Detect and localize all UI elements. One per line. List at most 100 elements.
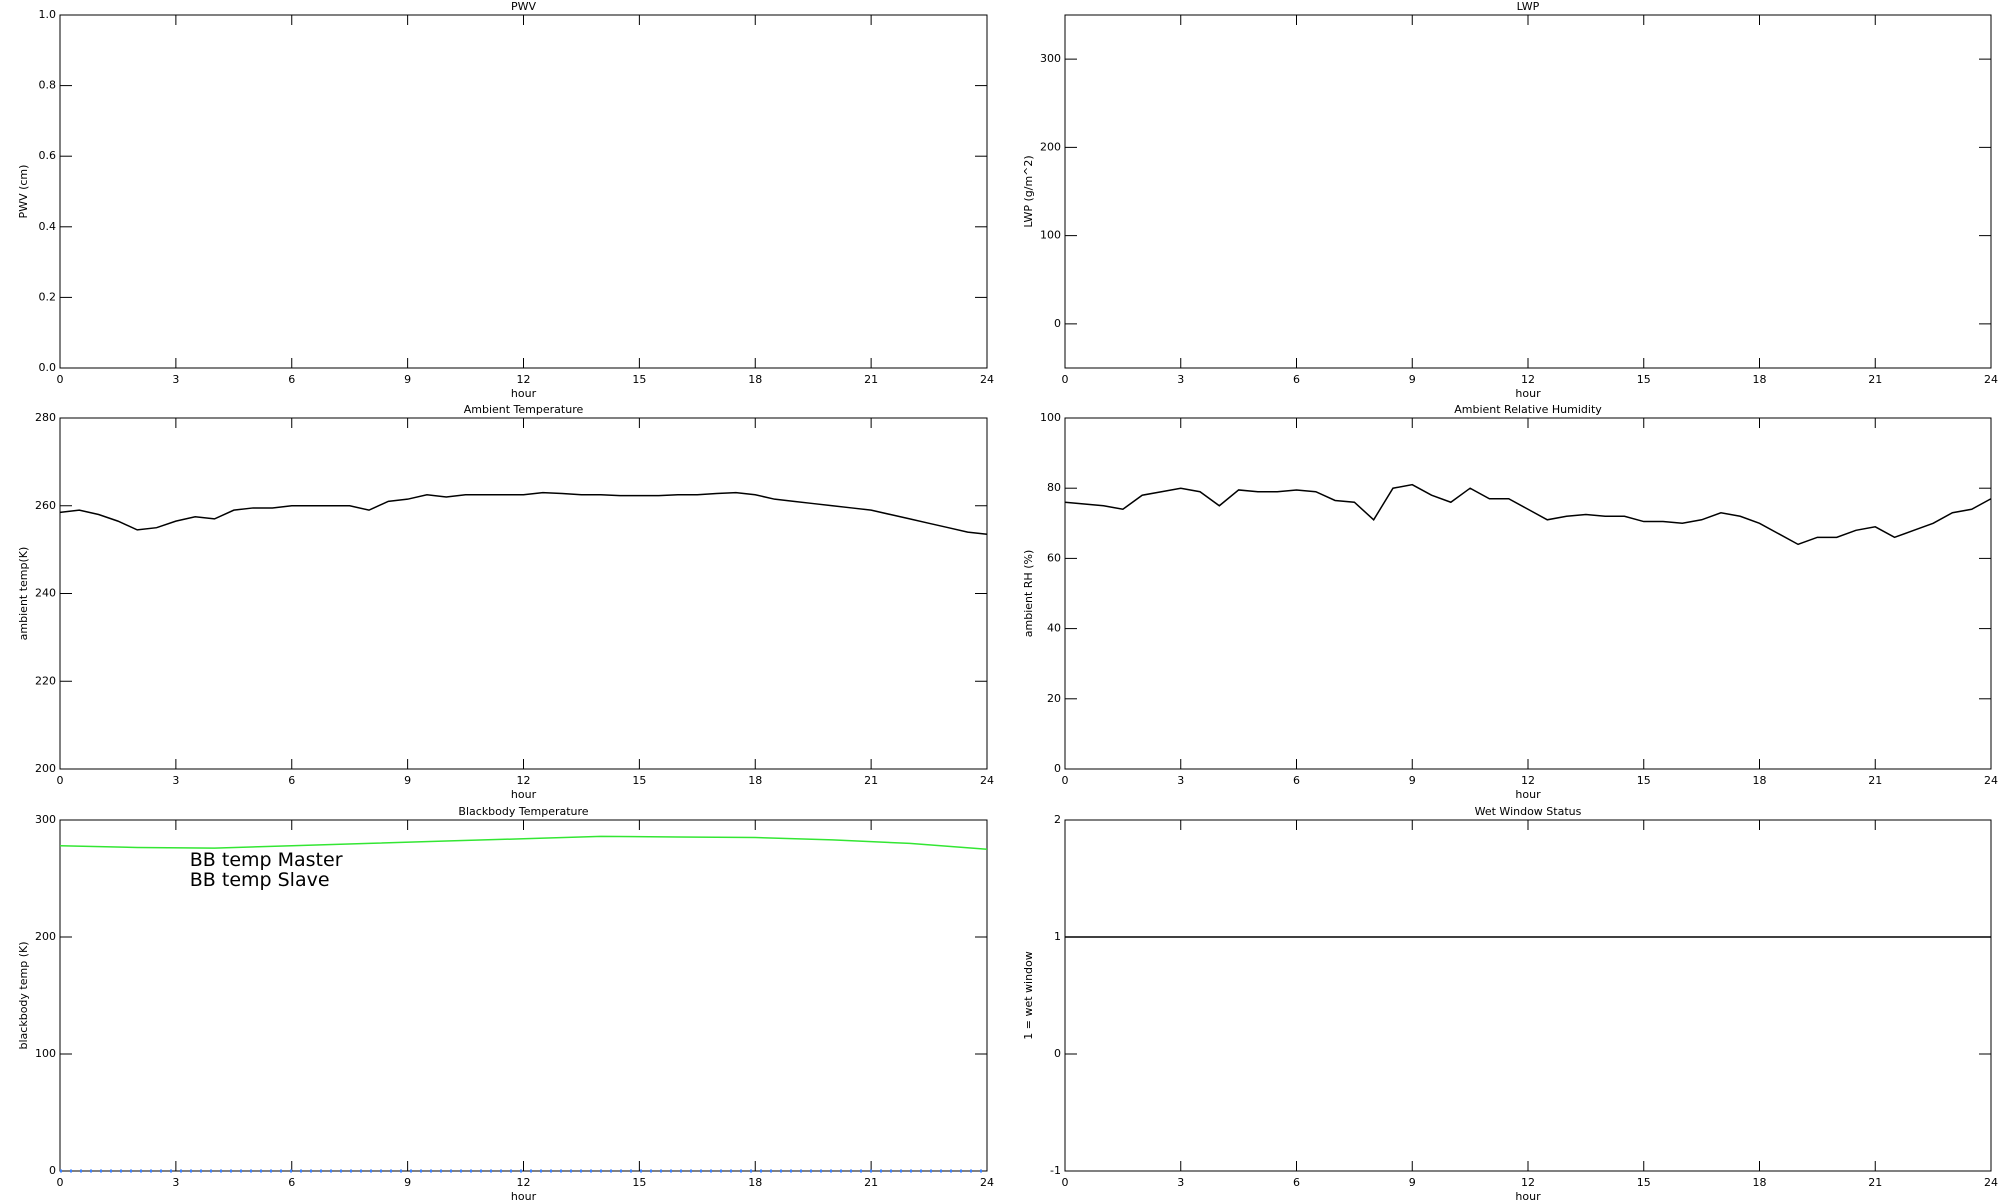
x-axis-label: hour — [511, 788, 537, 801]
x-tick-label: 24 — [1984, 373, 1998, 386]
y-tick-label: 0.2 — [39, 290, 57, 303]
x-tick-label: 15 — [1637, 774, 1651, 787]
y-tick-label: 20 — [1047, 692, 1061, 705]
x-tick-label: 0 — [57, 373, 64, 386]
x-tick-label: 18 — [748, 1176, 762, 1189]
x-tick-label: 24 — [1984, 1176, 1998, 1189]
x-tick-label: 6 — [288, 373, 295, 386]
x-tick-label: 21 — [864, 373, 878, 386]
y-axis-label: PWV (cm) — [17, 165, 30, 219]
plot-frame — [59, 417, 988, 770]
x-tick-label: 0 — [1062, 1176, 1069, 1189]
y-tick-label: 100 — [1040, 411, 1061, 424]
x-axis-label: hour — [1515, 1190, 1541, 1200]
plot-frame — [1064, 819, 1992, 1172]
x-tick-label: 24 — [980, 774, 994, 787]
x-tick-label: 12 — [517, 774, 531, 787]
x-tick-label: 18 — [1753, 774, 1767, 787]
data-line — [1064, 483, 1992, 546]
y-axis-label: 1 = wet window — [1022, 951, 1035, 1040]
chart-title: LWP — [1517, 0, 1540, 13]
x-tick-label: 3 — [172, 1176, 179, 1189]
y-tick-label: 0.4 — [39, 220, 57, 233]
y-tick-label: 0.8 — [39, 79, 57, 92]
y-tick-label: 300 — [1040, 52, 1061, 65]
x-tick-label: 18 — [1753, 1176, 1767, 1189]
y-tick-label: 0 — [1054, 317, 1061, 330]
x-tick-label: 12 — [517, 1176, 531, 1189]
y-tick-label: 100 — [1040, 229, 1061, 242]
x-tick-label: 6 — [1293, 774, 1300, 787]
x-tick-label: 15 — [1637, 1176, 1651, 1189]
y-tick-label: -1 — [1050, 1164, 1061, 1177]
y-tick-label: 2 — [1054, 813, 1061, 826]
x-tick-label: 15 — [632, 1176, 646, 1189]
chart-title: Ambient Temperature — [464, 403, 584, 416]
plot-frame — [1064, 417, 1992, 770]
x-axis-label: hour — [1515, 788, 1541, 801]
x-axis-label: hour — [511, 387, 537, 400]
x-tick-label: 18 — [748, 373, 762, 386]
chart-title: PWV — [511, 0, 537, 13]
x-tick-label: 9 — [404, 373, 411, 386]
legend-entry: BB temp Slave — [190, 869, 330, 891]
y-tick-label: 0 — [1054, 1047, 1061, 1060]
x-tick-label: 0 — [57, 1176, 64, 1189]
x-tick-label: 6 — [288, 1176, 295, 1189]
y-tick-label: 0 — [1054, 762, 1061, 775]
x-tick-label: 6 — [288, 774, 295, 787]
y-tick-label: 60 — [1047, 551, 1061, 564]
y-tick-label: 80 — [1047, 481, 1061, 494]
y-tick-label: 40 — [1047, 622, 1061, 635]
x-tick-label: 9 — [404, 1176, 411, 1189]
x-tick-label: 24 — [980, 1176, 994, 1189]
x-tick-label: 0 — [1062, 774, 1069, 787]
x-axis-label: hour — [511, 1190, 537, 1200]
x-tick-label: 21 — [864, 1176, 878, 1189]
data-line — [59, 491, 988, 536]
x-tick-label: 9 — [1409, 774, 1416, 787]
legend-entry: BB temp Master — [190, 849, 343, 871]
x-tick-label: 18 — [1753, 373, 1767, 386]
x-tick-label: 3 — [172, 373, 179, 386]
y-tick-label: 280 — [35, 411, 56, 424]
y-axis-label: LWP (g/m^2) — [1022, 155, 1035, 227]
y-axis-label: ambient RH (%) — [1022, 550, 1035, 638]
x-tick-label: 3 — [1177, 1176, 1184, 1189]
x-tick-label: 9 — [404, 774, 411, 787]
x-tick-label: 3 — [1177, 774, 1184, 787]
x-tick-label: 12 — [1521, 373, 1535, 386]
y-tick-label: 300 — [35, 813, 56, 826]
y-tick-label: 100 — [35, 1047, 56, 1060]
y-tick-label: 1 — [1054, 930, 1061, 943]
x-tick-label: 3 — [172, 774, 179, 787]
x-tick-label: 12 — [1521, 1176, 1535, 1189]
x-tick-label: 6 — [1293, 1176, 1300, 1189]
x-tick-label: 3 — [1177, 373, 1184, 386]
x-tick-label: 9 — [1409, 1176, 1416, 1189]
x-tick-label: 21 — [1868, 373, 1882, 386]
y-tick-label: 200 — [35, 930, 56, 943]
x-tick-label: 15 — [632, 774, 646, 787]
y-tick-label: 200 — [35, 762, 56, 775]
series-line — [59, 835, 988, 850]
x-tick-label: 15 — [1637, 373, 1651, 386]
x-tick-label: 15 — [632, 373, 646, 386]
x-tick-label: 21 — [1868, 774, 1882, 787]
x-tick-label: 24 — [1984, 774, 1998, 787]
y-tick-label: 260 — [35, 499, 56, 512]
y-tick-label: 0.0 — [39, 361, 57, 374]
chart-title: Blackbody Temperature — [458, 805, 588, 818]
x-tick-label: 12 — [1521, 774, 1535, 787]
x-tick-label: 21 — [864, 774, 878, 787]
x-tick-label: 21 — [1868, 1176, 1882, 1189]
y-axis-label: ambient temp(K) — [17, 547, 30, 641]
plot-frame — [59, 14, 988, 369]
y-tick-label: 0.6 — [39, 149, 57, 162]
y-axis-label: blackbody temp (K) — [17, 942, 30, 1050]
y-tick-label: 200 — [1040, 140, 1061, 153]
x-tick-label: 18 — [748, 774, 762, 787]
x-tick-label: 9 — [1409, 373, 1416, 386]
x-tick-label: 12 — [517, 373, 531, 386]
